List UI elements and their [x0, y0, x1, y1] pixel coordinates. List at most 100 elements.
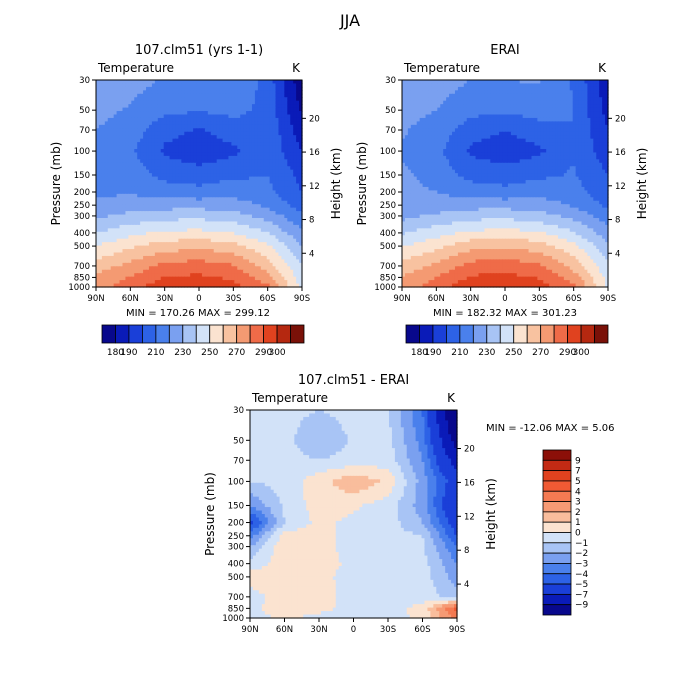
field-cell	[231, 111, 235, 116]
field-cell	[231, 100, 235, 105]
field-cell	[278, 176, 282, 181]
field-cell	[296, 190, 300, 195]
field-cell	[254, 245, 259, 250]
field-cell	[178, 238, 182, 243]
field-cell	[181, 283, 185, 288]
field-cell	[107, 152, 112, 157]
field-cell	[163, 190, 168, 195]
field-cell	[237, 155, 241, 160]
field-cell	[231, 131, 235, 136]
field-cell	[122, 207, 127, 212]
field-cell	[278, 214, 282, 219]
field-cell	[201, 255, 206, 260]
field-cell	[231, 273, 235, 278]
field-cell	[178, 142, 182, 147]
height-axis-label: Height (km)	[329, 148, 343, 219]
field-cell	[96, 259, 100, 264]
field-cell	[299, 152, 303, 157]
field-cell	[246, 197, 250, 202]
field-cell	[234, 183, 238, 188]
field-cell	[257, 255, 262, 260]
field-cell	[163, 173, 168, 178]
field-cell	[163, 117, 168, 122]
field-cell	[246, 121, 250, 126]
field-cell	[140, 221, 144, 226]
field-cell	[234, 266, 238, 271]
field-cell	[204, 131, 209, 136]
field-cell	[210, 180, 215, 185]
field-cell	[113, 266, 118, 271]
field-cell	[419, 111, 424, 116]
field-cell	[154, 152, 159, 157]
field-cell	[260, 218, 265, 223]
field-cell	[593, 97, 597, 102]
colorbar-box	[101, 324, 116, 344]
field-cell	[446, 86, 450, 91]
field-cell	[169, 166, 174, 171]
field-cell	[143, 276, 147, 281]
field-cell	[160, 228, 165, 233]
field-cell	[293, 283, 297, 288]
field-cell	[148, 100, 153, 105]
field-cell	[98, 228, 103, 233]
field-cell	[243, 262, 247, 267]
field-cell	[299, 180, 303, 185]
field-cell	[246, 283, 250, 288]
field-cell	[260, 211, 265, 216]
field-cell	[257, 204, 262, 209]
field-cell	[207, 231, 212, 236]
field-cell	[113, 228, 118, 233]
field-cell	[260, 214, 265, 219]
field-cell	[290, 235, 294, 240]
field-cell	[137, 231, 141, 236]
field-cell	[196, 228, 200, 233]
field-cell	[116, 180, 121, 185]
field-cell	[201, 228, 206, 233]
field-cell	[272, 262, 277, 267]
field-cell	[187, 93, 191, 98]
field-cell	[290, 204, 294, 209]
field-cell	[157, 186, 162, 191]
field-cell	[243, 200, 247, 205]
field-cell	[290, 159, 294, 164]
field-cell	[116, 117, 121, 122]
field-cell	[96, 231, 100, 236]
field-cell	[225, 249, 230, 254]
field-cell	[572, 100, 577, 105]
field-cell	[246, 269, 250, 274]
field-cell	[187, 197, 191, 202]
field-cell	[213, 204, 218, 209]
field-cell	[290, 211, 294, 216]
field-cell	[446, 111, 450, 116]
field-cell	[178, 145, 182, 150]
field-cell	[113, 207, 118, 212]
field-cell	[490, 111, 494, 116]
field-cell	[119, 224, 124, 229]
field-cell	[560, 86, 565, 91]
field-cell	[101, 193, 106, 198]
field-cell	[254, 86, 259, 91]
field-cell	[228, 262, 232, 267]
field-cell	[404, 80, 409, 85]
field-cell	[260, 269, 265, 274]
field-cell	[231, 252, 235, 257]
field-cell	[207, 117, 212, 122]
field-cell	[284, 135, 288, 140]
field-cell	[137, 176, 141, 181]
field-cell	[251, 280, 256, 285]
field-cell	[134, 228, 138, 233]
field-cell	[157, 262, 162, 267]
field-cell	[296, 86, 300, 91]
field-cell	[163, 124, 168, 129]
field-cell	[213, 117, 218, 122]
field-cell	[140, 228, 144, 233]
field-cell	[299, 83, 303, 88]
field-cell	[237, 83, 241, 88]
field-cell	[157, 93, 162, 98]
field-cell	[116, 86, 121, 91]
field-cell	[184, 162, 188, 167]
field-cell	[160, 138, 165, 143]
field-cell	[269, 218, 274, 223]
field-cell	[228, 242, 232, 247]
field-cell	[231, 193, 235, 198]
